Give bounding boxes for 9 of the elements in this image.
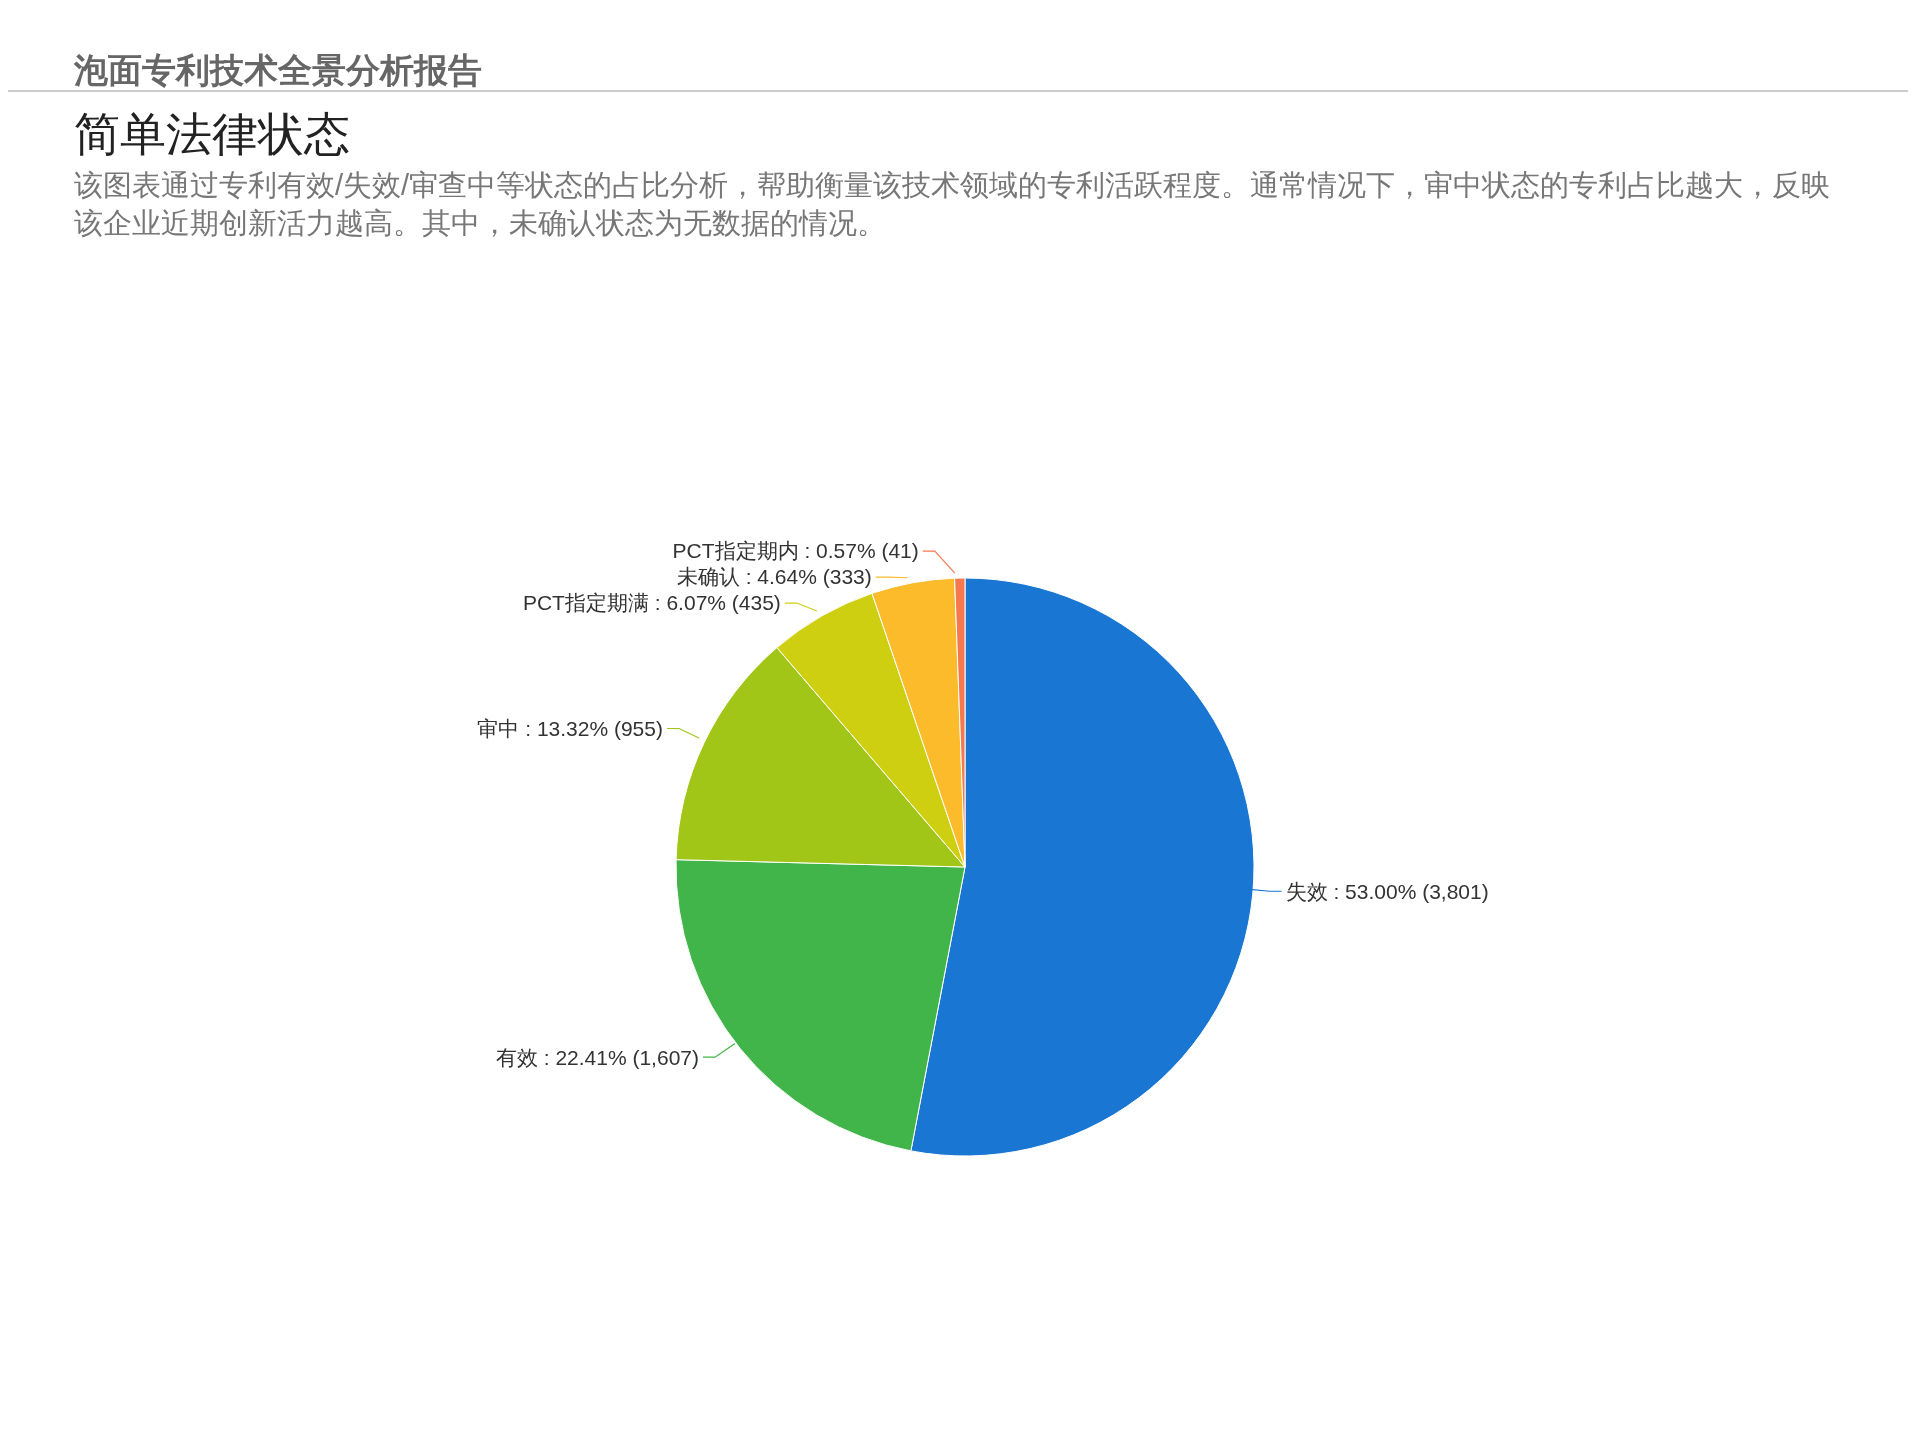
chart-subtitle: 该图表通过专利有效/失效/审查中等状态的占比分析，帮助衡量该技术领域的专利活跃程度。通常情况下，审中状态的专利占比越大，反映该企业近期创新活力越高。其中，未确认状态为无数据的情况。 (74, 168, 1832, 241)
slice-label: PCT指定期内 : 0.57% (41) (672, 539, 919, 563)
slice-label: 审中 : 13.32% (955) (477, 716, 663, 740)
text: 泡面专利技术全景分析报告 (74, 50, 483, 91)
chart-title: 简单法律状态 (74, 107, 351, 162)
slice-label: 失效 : 53.00% (3,801) (1285, 879, 1489, 903)
slice-label: 有效 : 22.41% (1,607) (495, 1045, 700, 1069)
slice-label: 未确认 : 4.64% (333) (676, 565, 872, 589)
slice-label: PCT指定期满 : 6.07% (435) (522, 591, 781, 615)
